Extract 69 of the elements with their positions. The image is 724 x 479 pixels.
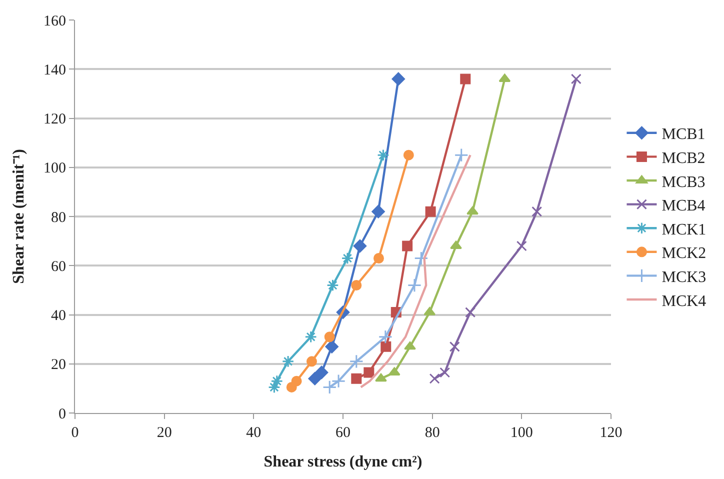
point bbox=[324, 332, 335, 342]
point bbox=[392, 72, 405, 86]
y-tick-label: 100 bbox=[44, 160, 66, 177]
x-tick-label: 0 bbox=[71, 425, 79, 441]
point bbox=[341, 252, 354, 264]
point bbox=[364, 367, 374, 378]
point bbox=[306, 356, 317, 367]
point bbox=[407, 278, 422, 292]
legend-label: MCB2 bbox=[662, 150, 706, 167]
point bbox=[314, 366, 328, 380]
point bbox=[353, 239, 367, 253]
legend-label: MCB3 bbox=[662, 174, 706, 191]
legend-label: MCB1 bbox=[662, 126, 706, 144]
y-axis-title: Shear rate (menit⁻¹) bbox=[10, 149, 28, 284]
point bbox=[282, 355, 294, 368]
y-tick-label: 140 bbox=[44, 62, 66, 78]
point bbox=[450, 240, 462, 249]
legend-label: MCB4 bbox=[662, 198, 706, 215]
point bbox=[403, 150, 414, 160]
y-tick-label: 160 bbox=[44, 13, 66, 30]
point bbox=[460, 74, 471, 84]
legend-label: MCK1 bbox=[662, 221, 706, 238]
point bbox=[454, 148, 468, 162]
x-tick-label: 100 bbox=[510, 425, 533, 441]
point bbox=[425, 206, 436, 217]
y-tick-label: 80 bbox=[51, 210, 66, 226]
legend-label: MCK2 bbox=[662, 245, 706, 262]
x-tick-label: 20 bbox=[156, 425, 172, 441]
y-tick-label: 20 bbox=[51, 357, 66, 374]
point bbox=[516, 240, 527, 252]
point bbox=[291, 376, 302, 386]
x-tick-label: 40 bbox=[246, 425, 262, 441]
point bbox=[380, 341, 392, 352]
line-series bbox=[360, 154, 472, 388]
point bbox=[331, 374, 346, 388]
point bbox=[322, 380, 337, 394]
point bbox=[325, 340, 338, 354]
point bbox=[532, 206, 542, 217]
point bbox=[378, 330, 392, 344]
point bbox=[449, 341, 460, 352]
point bbox=[372, 204, 385, 218]
y-tick-label: 60 bbox=[51, 258, 66, 275]
point bbox=[414, 251, 428, 266]
point bbox=[349, 354, 364, 368]
point bbox=[440, 367, 450, 378]
y-tick-label: 120 bbox=[44, 112, 66, 128]
x-axis-title: Shear stress (dyne cm²) bbox=[264, 454, 422, 471]
point bbox=[308, 372, 322, 386]
point bbox=[373, 253, 384, 264]
point bbox=[326, 279, 339, 292]
point bbox=[377, 148, 390, 162]
y-tick-label: 40 bbox=[51, 308, 66, 324]
legend-label: MCK3 bbox=[662, 268, 706, 286]
x-tick-label: 120 bbox=[600, 425, 622, 441]
point bbox=[351, 280, 362, 291]
point bbox=[465, 307, 476, 318]
point bbox=[429, 373, 440, 384]
point bbox=[268, 381, 280, 394]
point bbox=[402, 240, 413, 252]
point bbox=[304, 330, 317, 344]
point bbox=[351, 373, 362, 384]
point bbox=[466, 206, 478, 215]
x-tick-label: 80 bbox=[424, 425, 440, 441]
point bbox=[404, 341, 416, 350]
y-tick-label: 0 bbox=[58, 406, 66, 422]
x-tick-label: 60 bbox=[336, 425, 350, 441]
legend-label: MCK4 bbox=[662, 292, 706, 310]
point bbox=[375, 373, 387, 382]
point bbox=[570, 74, 582, 84]
